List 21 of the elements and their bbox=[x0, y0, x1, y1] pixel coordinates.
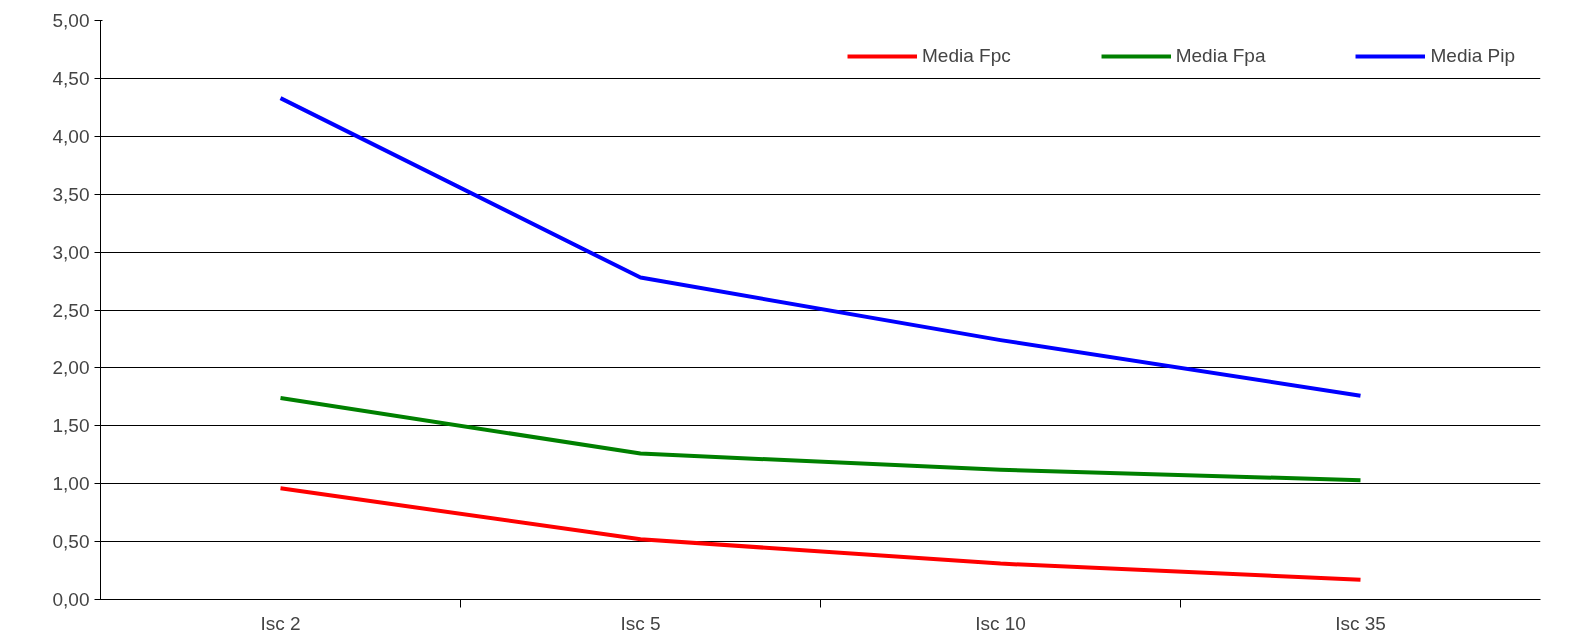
y-tick-label: 0,50 bbox=[52, 531, 90, 553]
y-tick-label: 0,00 bbox=[52, 589, 90, 610]
x-tick-label: Isc 10 bbox=[975, 612, 1026, 634]
legend-label: Media Fpa bbox=[1175, 45, 1266, 67]
y-tick-label: 4,00 bbox=[52, 125, 90, 147]
x-tick-label: Isc 5 bbox=[620, 612, 661, 634]
x-tick-label: Isc 35 bbox=[1335, 612, 1386, 634]
line-series bbox=[278, 396, 1363, 483]
y-tick-label: 2,50 bbox=[52, 299, 90, 321]
y-tick-label: 2,00 bbox=[52, 357, 90, 379]
y-tick-label: 3,50 bbox=[52, 183, 90, 205]
legend-label: Media Fpc bbox=[922, 45, 1011, 67]
y-tick-label: 5,00 bbox=[52, 10, 90, 31]
line-series bbox=[278, 96, 1363, 398]
line-series bbox=[278, 486, 1363, 582]
y-tick-label: 1,50 bbox=[52, 415, 90, 437]
y-tick-label: 3,00 bbox=[52, 241, 90, 263]
legend-label: Media Pip bbox=[1430, 45, 1515, 67]
x-tick-label: Isc 2 bbox=[260, 612, 301, 634]
y-tick-label: 4,50 bbox=[52, 67, 90, 89]
y-tick-label: 1,00 bbox=[52, 473, 90, 495]
